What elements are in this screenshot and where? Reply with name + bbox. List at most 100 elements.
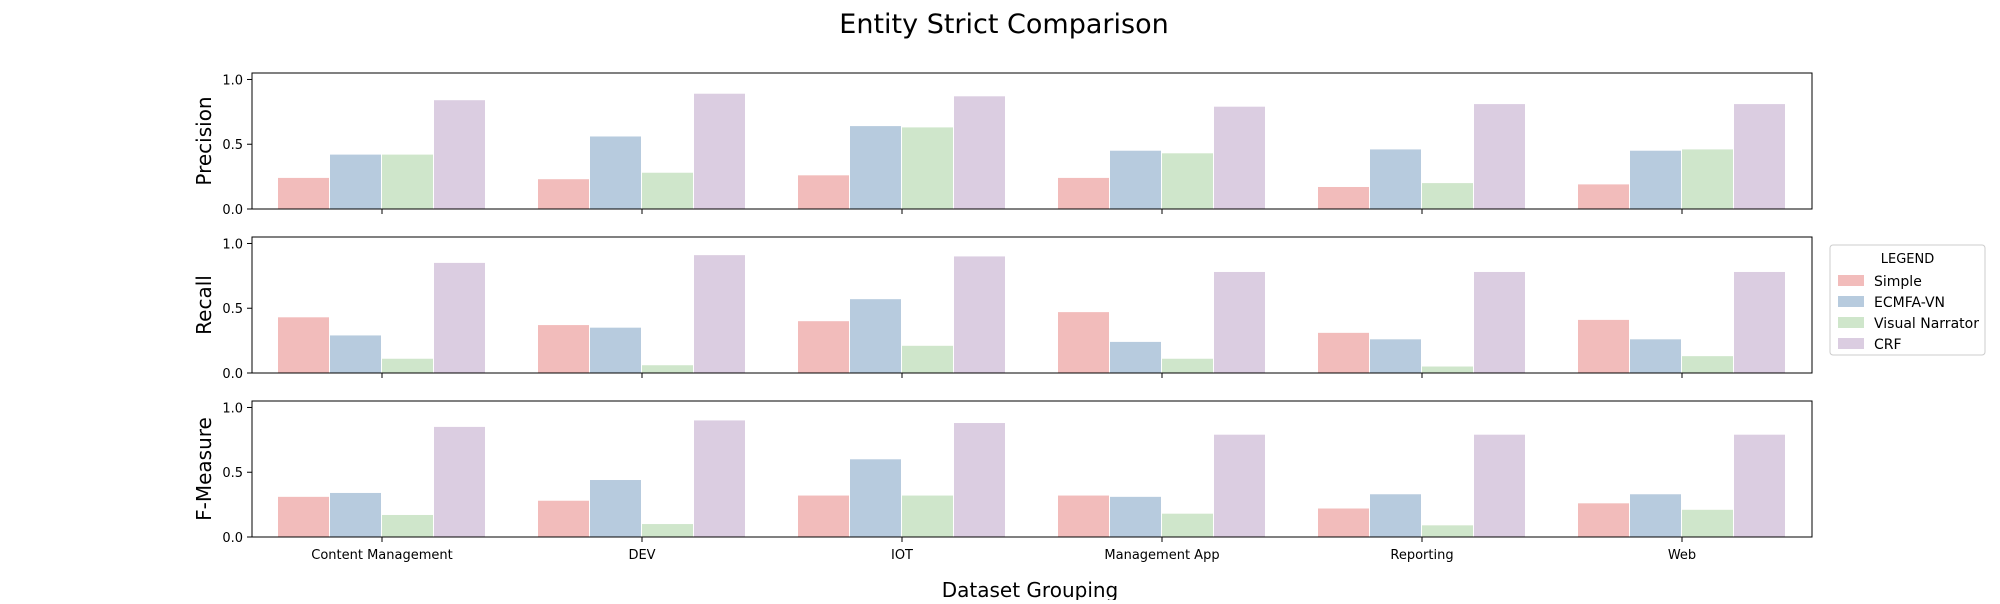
bar-1-1-4 [1370, 339, 1421, 373]
bar-1-2-0 [382, 358, 433, 373]
x-tick-label-5: Web [1668, 548, 1696, 563]
bar-0-0-2 [798, 175, 849, 209]
x-tick-label-1: DEV [628, 548, 655, 563]
y-axis-title-1: Recall [192, 275, 216, 335]
bar-2-1-2 [850, 459, 901, 537]
bar-0-2-2 [902, 127, 953, 209]
bar-1-3-0 [434, 262, 485, 373]
bar-1-0-2 [798, 321, 849, 373]
panel-frame-2 [251, 400, 1813, 538]
bar-2-0-4 [1318, 508, 1369, 537]
bar-2-2-0 [382, 514, 433, 537]
bar-0-2-5 [1682, 149, 1733, 209]
bar-0-0-0 [278, 177, 329, 209]
bar-2-2-3 [1162, 513, 1213, 537]
bar-0-2-3 [1162, 153, 1213, 209]
bar-0-1-4 [1370, 149, 1421, 209]
legend-swatch-0 [1838, 275, 1864, 286]
bar-1-0-0 [278, 317, 329, 373]
bar-2-2-4 [1422, 525, 1473, 537]
bar-1-1-3 [1110, 341, 1161, 373]
panel-1: 0.0 0.5 1.0 Recall [192, 236, 1813, 382]
x-tick-label-0: Content Management [311, 548, 452, 563]
bar-1-1-1 [590, 327, 641, 373]
bar-1-2-5 [1682, 356, 1733, 373]
bar-0-3-1 [694, 93, 745, 209]
bar-0-1-2 [850, 126, 901, 209]
y-tick-label-0-2: 1.0 [222, 73, 243, 88]
bar-0-3-3 [1214, 106, 1265, 209]
legend-label-1: ECMFA-VN [1874, 295, 1945, 311]
bar-2-0-2 [798, 495, 849, 537]
bar-2-1-4 [1370, 494, 1421, 537]
bar-2-1-0 [330, 492, 381, 537]
bar-1-2-3 [1162, 358, 1213, 373]
bar-2-3-1 [694, 420, 745, 537]
bar-0-2-4 [1422, 183, 1473, 209]
bar-0-0-1 [538, 179, 589, 209]
bar-1-0-1 [538, 325, 589, 373]
bar-2-2-2 [902, 495, 953, 537]
bar-1-3-4 [1474, 271, 1525, 373]
legend-swatch-3 [1838, 338, 1864, 349]
bar-1-1-5 [1630, 339, 1681, 373]
y-axis-title-0: Precision [192, 96, 216, 185]
panels-layer: 0.0 0.5 1.0 Precision 0.0 0.5 1.0 Recall 0.0 0.5 1… [192, 72, 1813, 563]
bar-0-1-1 [590, 136, 641, 209]
bar-2-2-1 [642, 524, 693, 537]
bar-1-0-4 [1318, 332, 1369, 373]
y-tick-label-1-2: 1.0 [222, 237, 243, 252]
bar-1-0-5 [1578, 319, 1629, 373]
bar-0-3-2 [954, 96, 1005, 209]
bar-2-0-1 [538, 500, 589, 537]
legend-title: LEGEND [1881, 252, 1934, 267]
legend-swatch-2 [1838, 317, 1864, 328]
bar-2-3-5 [1734, 434, 1785, 537]
bar-2-2-5 [1682, 509, 1733, 537]
bar-1-3-2 [954, 256, 1005, 373]
x-tick-label-4: Reporting [1390, 548, 1453, 563]
bar-2-1-3 [1110, 496, 1161, 537]
bar-1-2-4 [1422, 366, 1473, 373]
panel-0: 0.0 0.5 1.0 Precision [192, 72, 1813, 218]
y-tick-label-2-2: 1.0 [222, 401, 243, 416]
x-tick-label-3: Management App [1104, 548, 1219, 563]
panel-frame-0 [251, 72, 1813, 210]
y-tick-label-2-1: 0.5 [222, 466, 243, 481]
legend-label-2: Visual Narrator [1874, 316, 1979, 332]
bar-0-1-3 [1110, 150, 1161, 209]
bar-0-0-3 [1058, 177, 1109, 209]
bar-1-3-5 [1734, 271, 1785, 373]
bar-1-1-0 [330, 335, 381, 373]
chart-title: Entity Strict Comparison [839, 9, 1168, 40]
y-tick-label-1-0: 0.0 [222, 367, 243, 382]
bar-0-0-5 [1578, 184, 1629, 209]
bar-2-0-5 [1578, 503, 1629, 537]
y-tick-label-0-1: 0.5 [222, 138, 243, 153]
legend-label-0: Simple [1874, 274, 1922, 290]
panel-frame-1 [251, 236, 1813, 374]
bar-2-1-5 [1630, 494, 1681, 537]
legend-label-3: CRF [1874, 337, 1902, 353]
y-tick-label-2-0: 0.0 [222, 531, 243, 546]
bar-1-3-3 [1214, 271, 1265, 373]
panel-2: 0.0 0.5 1.0 F-Measure [192, 400, 1813, 546]
bar-1-0-3 [1058, 312, 1109, 373]
bar-0-3-0 [434, 100, 485, 209]
bar-1-3-1 [694, 255, 745, 373]
legend-swatch-1 [1838, 296, 1864, 307]
y-tick-label-1-1: 0.5 [222, 302, 243, 317]
bar-1-2-2 [902, 345, 953, 373]
legend-box [1829, 244, 1986, 356]
bar-0-0-4 [1318, 186, 1369, 209]
bar-2-0-3 [1058, 495, 1109, 537]
bar-0-1-5 [1630, 150, 1681, 209]
x-tick-label-2: IOT [891, 548, 913, 563]
bar-1-1-2 [850, 299, 901, 373]
bar-2-3-3 [1214, 434, 1265, 537]
bar-0-2-0 [382, 154, 433, 209]
bar-2-1-1 [590, 480, 641, 537]
x-axis-title: Dataset Grouping [942, 578, 1119, 600]
